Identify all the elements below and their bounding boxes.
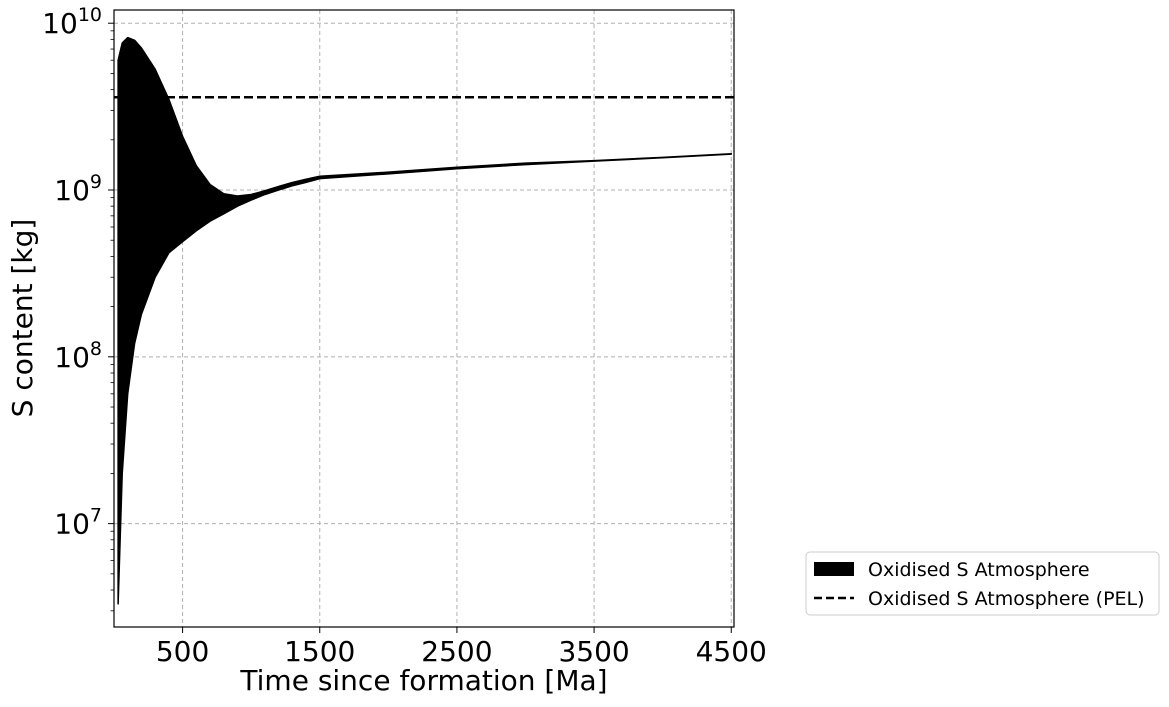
legend-label-pel: Oxidised S Atmosphere (PEL)	[868, 588, 1145, 610]
plot-frame	[113, 9, 735, 628]
legend-swatch-band	[814, 562, 854, 576]
x-tick-label: 3500	[558, 635, 629, 668]
grid	[114, 10, 734, 627]
y-tick-label: 1010	[42, 4, 102, 40]
y-axis-label: S content [kg]	[6, 219, 39, 418]
y-axis: 107 108 109 1010	[42, 4, 114, 612]
plot-marks	[114, 36, 734, 605]
x-tick-label: 4500	[696, 635, 767, 668]
legend-box	[805, 551, 1160, 616]
y-tick-label: 107	[54, 505, 102, 541]
x-axis-label: Time since formation [Ma]	[239, 664, 607, 697]
y-tick-label: 108	[54, 338, 102, 374]
legend: Oxidised S Atmosphere Oxidised S Atmosph…	[805, 551, 1160, 616]
x-tick-label: 2500	[421, 635, 492, 668]
y-tick-label: 109	[54, 171, 102, 207]
x-tick-label: 500	[156, 635, 209, 668]
x-axis: 500 1500 2500 3500 4500	[156, 627, 767, 668]
x-tick-label: 1500	[284, 635, 355, 668]
legend-label-band: Oxidised S Atmosphere	[868, 559, 1090, 581]
series-band-oxidised-s-atmosphere	[117, 36, 733, 605]
